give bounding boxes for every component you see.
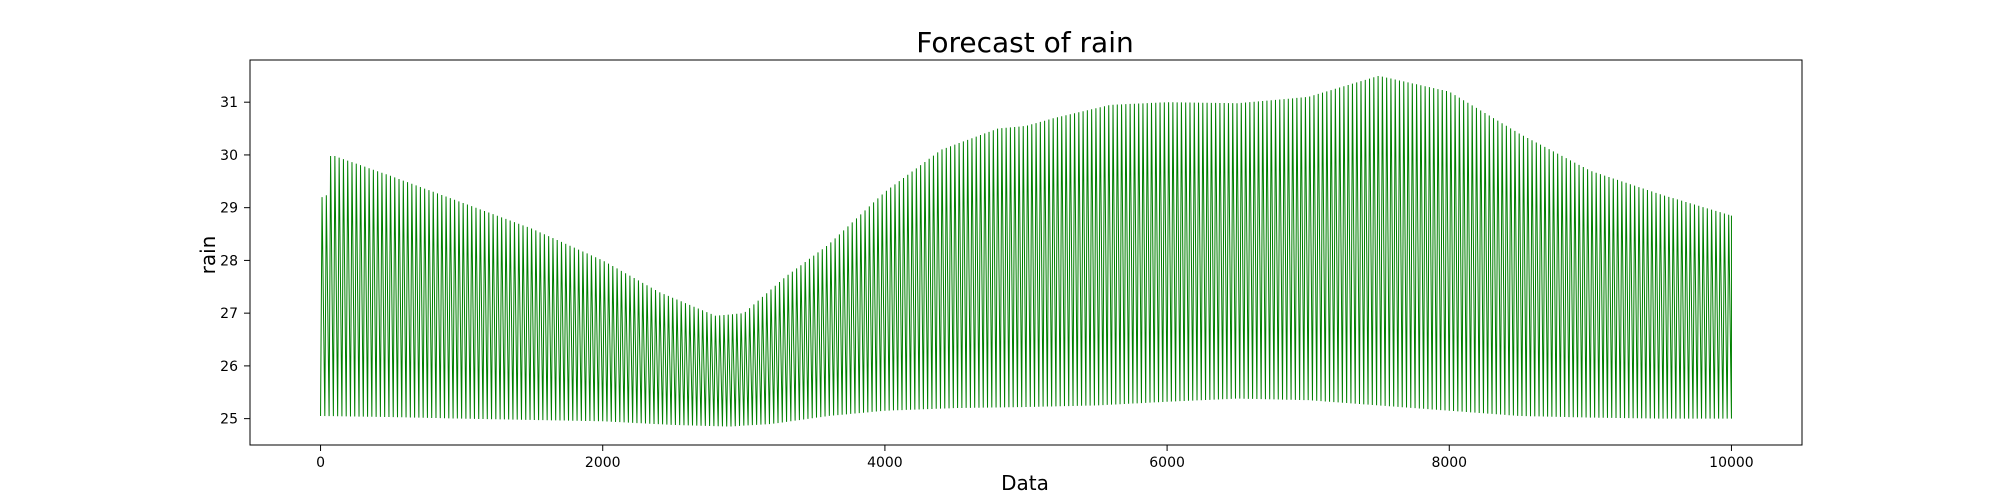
plot-area (320, 76, 1732, 427)
y-axis-ticks: 25 26 27 28 29 30 31 (220, 95, 250, 428)
x-axis-label: Data (1001, 471, 1049, 495)
x-tick-label: 0 (316, 455, 325, 471)
y-tick-label: 30 (220, 148, 238, 164)
x-tick-label: 10000 (1709, 455, 1754, 471)
series-line-rain (320, 76, 1732, 427)
x-axis-ticks: 0 2000 4000 6000 8000 10000 (316, 445, 1754, 471)
y-tick-label: 31 (220, 95, 238, 111)
y-tick-label: 28 (220, 253, 238, 269)
y-tick-label: 27 (220, 306, 238, 322)
x-tick-label: 8000 (1431, 455, 1467, 471)
y-tick-label: 26 (220, 359, 238, 375)
x-tick-label: 2000 (585, 455, 621, 471)
y-tick-label: 25 (220, 412, 238, 428)
chart-title: Forecast of rain (916, 26, 1133, 59)
y-axis-label: rain (196, 236, 220, 275)
plot-frame (249, 59, 1803, 446)
y-tick-label: 29 (220, 201, 238, 217)
x-tick-label: 6000 (1149, 455, 1185, 471)
x-tick-label: 4000 (867, 455, 903, 471)
